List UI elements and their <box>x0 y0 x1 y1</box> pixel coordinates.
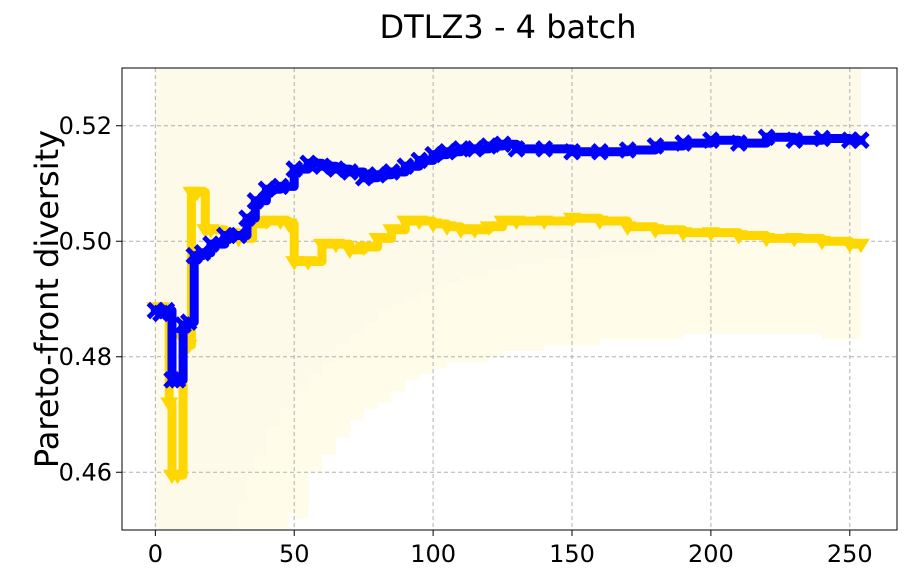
marker-series-2-45 <box>813 235 831 251</box>
marker-series-1-35 <box>591 142 609 161</box>
marker-series-1-25 <box>410 151 428 170</box>
x-tick-label-250: 250 <box>827 540 873 568</box>
x-axis-ticks: 0 50 100 150 200 250 <box>148 530 873 568</box>
marker-series-1-33 <box>535 140 553 158</box>
marker-series-1-20 <box>341 163 359 181</box>
y-axis-label: Pareto-front diversity <box>28 130 66 468</box>
y-tick-label-0.48: 0.48 <box>59 343 112 371</box>
marker-series-1-37 <box>646 137 665 155</box>
marker-series-2-11 <box>201 224 220 239</box>
x-tick-label-150: 150 <box>549 540 595 568</box>
marker-series-1-15 <box>271 177 290 196</box>
marker-series-1-41 <box>757 128 776 147</box>
marker-series-2-34 <box>507 215 526 231</box>
marker-series-1-45 <box>852 131 870 149</box>
marker-series-1-40 <box>729 134 748 152</box>
marker-series-1-14 <box>257 180 276 199</box>
marker-series-2-15 <box>257 215 276 231</box>
marker-series-1-28 <box>452 140 470 158</box>
marker-series-1-12 <box>238 209 256 227</box>
marker-series-1-17 <box>299 154 317 173</box>
marker-series-1-39 <box>702 131 720 149</box>
marker-series-1-26 <box>424 145 442 164</box>
plot-frame <box>121 67 898 531</box>
marker-series-2-36 <box>563 212 581 228</box>
marker-series-1-32 <box>507 140 526 158</box>
marker-series-2-41 <box>701 227 720 242</box>
marker-series-1-4 <box>168 371 187 389</box>
marker-series-2-40 <box>674 227 693 242</box>
marker-series-2-47 <box>851 238 870 254</box>
marker-series-2-26 <box>396 215 415 231</box>
marker-series-1-21 <box>354 168 373 187</box>
marker-series-2-39 <box>646 224 665 239</box>
confidence-bands <box>155 68 861 530</box>
marker-series-2-44 <box>785 232 804 248</box>
marker-series-2-24 <box>368 232 387 248</box>
marker-series-1-34 <box>563 142 581 161</box>
marker-series-2-43 <box>757 232 776 248</box>
marker-series-2-42 <box>729 230 748 245</box>
marker-series-1-29 <box>466 140 484 158</box>
marker-series-2-28 <box>424 218 443 233</box>
marker-series-2-31 <box>465 224 484 239</box>
marker-series-2-38 <box>618 221 637 236</box>
marker-series-1-31 <box>493 135 512 153</box>
y-tick-label-0.46: 0.46 <box>59 458 112 486</box>
marker-series-1-2 <box>157 301 176 320</box>
marker-series-1-11 <box>229 226 248 245</box>
x-tick-label-50: 50 <box>279 540 310 568</box>
marker-series-1-9 <box>202 235 220 253</box>
x-tick-label-200: 200 <box>688 540 734 568</box>
series-lines <box>146 128 870 485</box>
marker-series-1-27 <box>438 142 456 161</box>
marker-series-2-25 <box>382 224 401 239</box>
marker-series-2-3 <box>160 397 179 412</box>
marker-series-2-21 <box>326 238 345 254</box>
marker-series-1-36 <box>618 141 637 159</box>
marker-series-1-6 <box>179 313 198 331</box>
marker-series-1-18 <box>313 157 331 175</box>
marker-series-1-19 <box>327 160 345 178</box>
x-tick-label-0: 0 <box>148 540 163 568</box>
marker-series-2-30 <box>451 224 470 239</box>
marker-series-1-30 <box>479 137 498 155</box>
marker-series-1-10 <box>216 226 234 245</box>
marker-series-2-22 <box>340 244 359 259</box>
marker-series-2-37 <box>590 215 609 231</box>
marker-series-2-20 <box>313 238 331 254</box>
marker-series-2-33 <box>493 215 512 231</box>
y-tick-label-0.50: 0.50 <box>59 227 112 255</box>
y-axis-ticks: 0.46 0.48 0.50 0.52 <box>59 112 122 486</box>
chart-title: DTLZ3 - 4 batch <box>379 8 636 46</box>
marker-series-1-38 <box>674 134 692 152</box>
marker-series-1-22 <box>368 166 387 184</box>
marker-series-1-24 <box>396 157 415 175</box>
y-tick-label-0.52: 0.52 <box>59 112 112 140</box>
marker-series-2-9 <box>188 186 206 202</box>
plot-clip-group <box>122 68 897 530</box>
marker-series-2-32 <box>479 221 498 236</box>
marker-series-2-27 <box>410 215 429 231</box>
marker-series-1-43 <box>813 129 831 148</box>
marker-series-2-29 <box>438 221 456 236</box>
marker-series-1-23 <box>382 163 401 181</box>
marker-series-2-23 <box>354 241 373 257</box>
marker-series-1-42 <box>785 131 803 149</box>
marker-series-1-16 <box>285 160 303 178</box>
marker-series-2-19 <box>299 256 318 271</box>
x-tick-label-100: 100 <box>410 540 456 568</box>
marker-series-1-3 <box>163 371 181 389</box>
marker-series-2-5 <box>168 469 187 485</box>
band-series-2 <box>155 68 861 530</box>
marker-series-2-18 <box>285 256 304 271</box>
marker-series-2-35 <box>535 215 554 231</box>
marker-series-2-17 <box>279 218 298 233</box>
